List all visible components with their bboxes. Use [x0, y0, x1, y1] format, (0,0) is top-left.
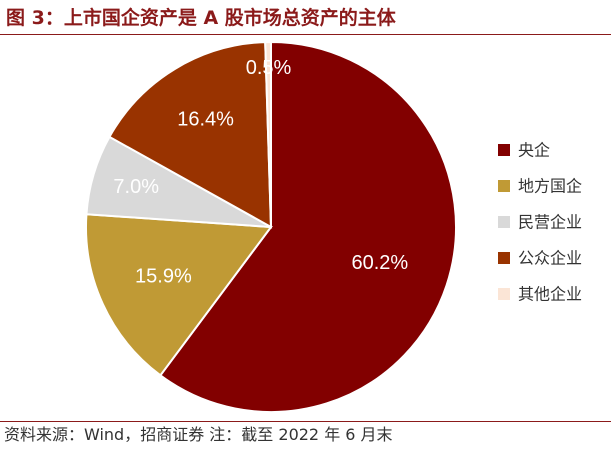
slice-label-1: 60.2% — [352, 252, 409, 274]
source-note: 资料来源：Wind，招商证券 注：截至 2022 年 6 月末 — [4, 425, 393, 444]
pie-slices — [85, 40, 457, 413]
pie-slice-2 — [85, 213, 273, 377]
title-divider — [0, 34, 611, 35]
chart-title: 图 3：上市国企资产是 A 股市场总资产的主体 — [6, 7, 396, 29]
slice-label-3: 7.0% — [113, 176, 159, 198]
legend-swatch-3 — [498, 216, 510, 228]
legend-swatch-4 — [498, 252, 510, 264]
legend-swatch-1 — [498, 144, 510, 156]
legend-swatch-5 — [498, 288, 510, 300]
legend-label-2: 地方国企 — [518, 177, 582, 196]
legend-label-1: 央企 — [518, 141, 550, 160]
slice-label-5: 0.5% — [246, 57, 292, 79]
slice-label-2: 15.9% — [135, 265, 192, 287]
legend-swatch-2 — [498, 180, 510, 192]
source-divider — [0, 421, 611, 422]
slice-labels: 60.2% 15.9% 7.0% 16.4% 0.5% — [113, 57, 408, 287]
pie-slice-1 — [158, 40, 457, 413]
legend-label-5: 其他企业 — [518, 285, 582, 304]
slice-label-4: 16.4% — [177, 109, 234, 131]
pie-slice-5 — [264, 40, 272, 228]
legend-label-4: 公众企业 — [518, 249, 582, 268]
pie-slice-4 — [108, 41, 273, 229]
legend-label-3: 民营企业 — [518, 213, 582, 232]
